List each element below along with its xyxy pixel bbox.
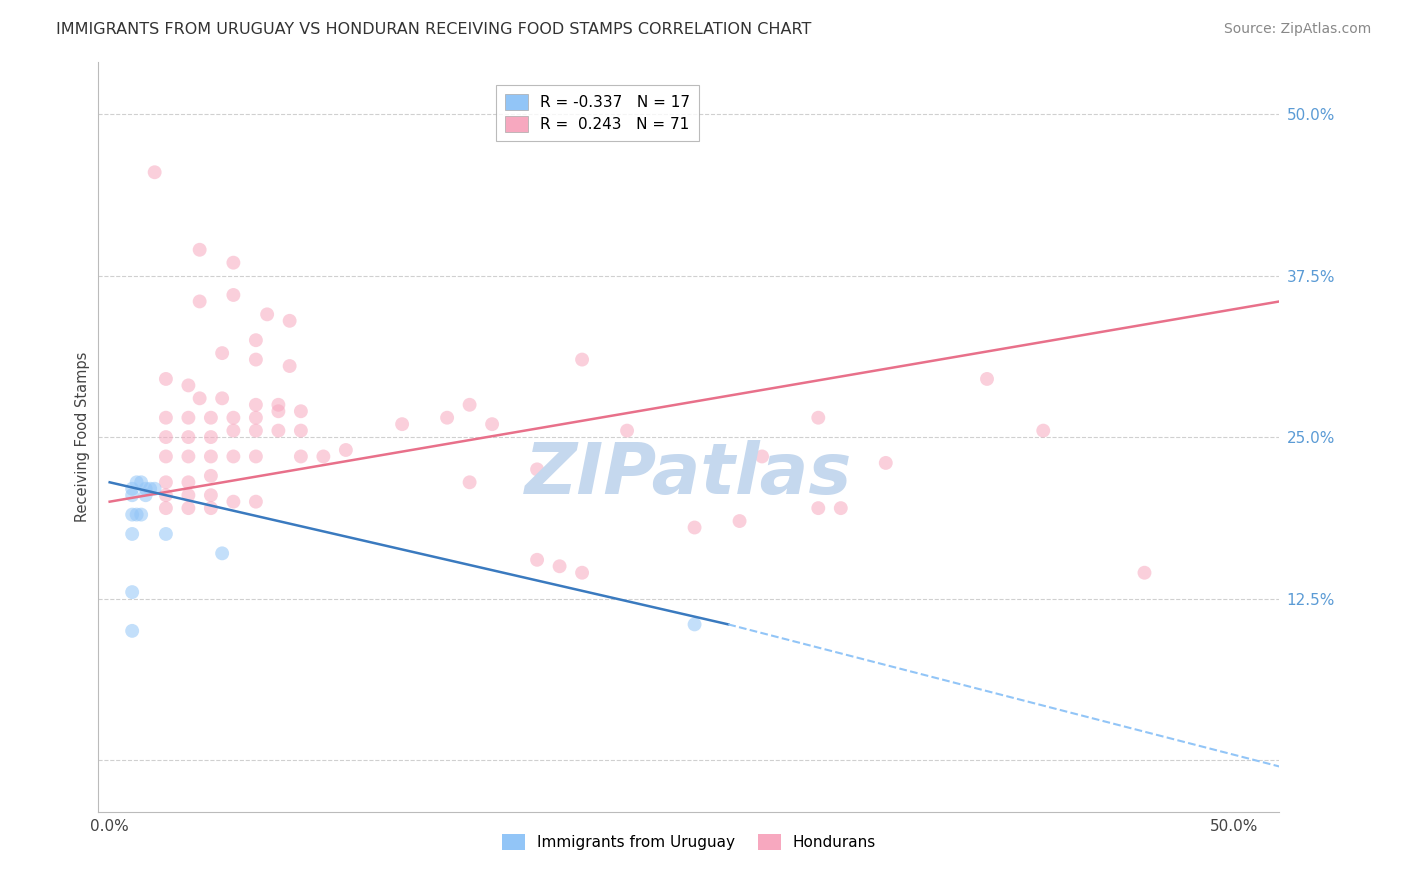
Point — [200, 410, 222, 425]
Point — [155, 430, 177, 444]
Point — [481, 417, 503, 432]
Point — [458, 398, 481, 412]
Point — [121, 527, 143, 541]
Point — [290, 404, 312, 418]
Point — [135, 488, 157, 502]
Point — [155, 488, 177, 502]
Point — [807, 501, 830, 516]
Point — [222, 255, 245, 269]
Point — [211, 392, 233, 406]
Point — [121, 624, 143, 638]
Point — [728, 514, 751, 528]
Point — [616, 424, 638, 438]
Point — [548, 559, 571, 574]
Legend: Immigrants from Uruguay, Hondurans: Immigrants from Uruguay, Hondurans — [495, 829, 883, 856]
Point — [121, 482, 143, 496]
Point — [200, 468, 222, 483]
Y-axis label: Receiving Food Stamps: Receiving Food Stamps — [75, 351, 90, 523]
Point — [222, 450, 245, 464]
Point — [458, 475, 481, 490]
Point — [125, 475, 148, 490]
Point — [976, 372, 998, 386]
Point — [290, 450, 312, 464]
Point — [245, 494, 267, 508]
Point — [143, 482, 166, 496]
Point — [200, 450, 222, 464]
Point — [155, 372, 177, 386]
Point — [155, 527, 177, 541]
Point — [188, 243, 211, 257]
Point — [245, 450, 267, 464]
Point — [121, 585, 143, 599]
Point — [245, 410, 267, 425]
Point — [526, 462, 548, 476]
Point — [177, 430, 200, 444]
Point — [751, 450, 773, 464]
Point — [177, 410, 200, 425]
Point — [139, 482, 162, 496]
Point — [155, 450, 177, 464]
Point — [155, 410, 177, 425]
Point — [436, 410, 458, 425]
Point — [121, 488, 143, 502]
Point — [200, 488, 222, 502]
Point — [222, 424, 245, 438]
Point — [177, 501, 200, 516]
Point — [683, 617, 706, 632]
Point — [245, 424, 267, 438]
Point — [571, 352, 593, 367]
Point — [177, 378, 200, 392]
Point — [125, 508, 148, 522]
Point — [129, 475, 152, 490]
Text: Source: ZipAtlas.com: Source: ZipAtlas.com — [1223, 22, 1371, 37]
Point — [155, 475, 177, 490]
Point — [245, 398, 267, 412]
Point — [278, 314, 301, 328]
Point — [222, 494, 245, 508]
Point — [245, 333, 267, 347]
Point — [278, 359, 301, 373]
Point — [683, 520, 706, 534]
Point — [245, 352, 267, 367]
Point — [335, 442, 357, 457]
Point — [177, 475, 200, 490]
Point — [290, 424, 312, 438]
Point — [211, 546, 233, 560]
Point — [200, 501, 222, 516]
Point — [129, 508, 152, 522]
Point — [1133, 566, 1156, 580]
Point — [256, 307, 278, 321]
Point — [1032, 424, 1054, 438]
Point — [155, 501, 177, 516]
Point — [177, 488, 200, 502]
Point — [807, 410, 830, 425]
Point — [267, 398, 290, 412]
Point — [222, 288, 245, 302]
Point — [188, 392, 211, 406]
Text: IMMIGRANTS FROM URUGUAY VS HONDURAN RECEIVING FOOD STAMPS CORRELATION CHART: IMMIGRANTS FROM URUGUAY VS HONDURAN RECE… — [56, 22, 811, 37]
Point — [121, 508, 143, 522]
Point — [267, 424, 290, 438]
Point — [391, 417, 413, 432]
Point — [222, 410, 245, 425]
Point — [526, 553, 548, 567]
Point — [188, 294, 211, 309]
Point — [312, 450, 335, 464]
Point — [135, 482, 157, 496]
Point — [211, 346, 233, 360]
Text: ZIPatlas: ZIPatlas — [526, 440, 852, 509]
Point — [830, 501, 852, 516]
Point — [267, 404, 290, 418]
Point — [875, 456, 897, 470]
Point — [143, 165, 166, 179]
Point — [177, 450, 200, 464]
Point — [571, 566, 593, 580]
Point — [200, 430, 222, 444]
